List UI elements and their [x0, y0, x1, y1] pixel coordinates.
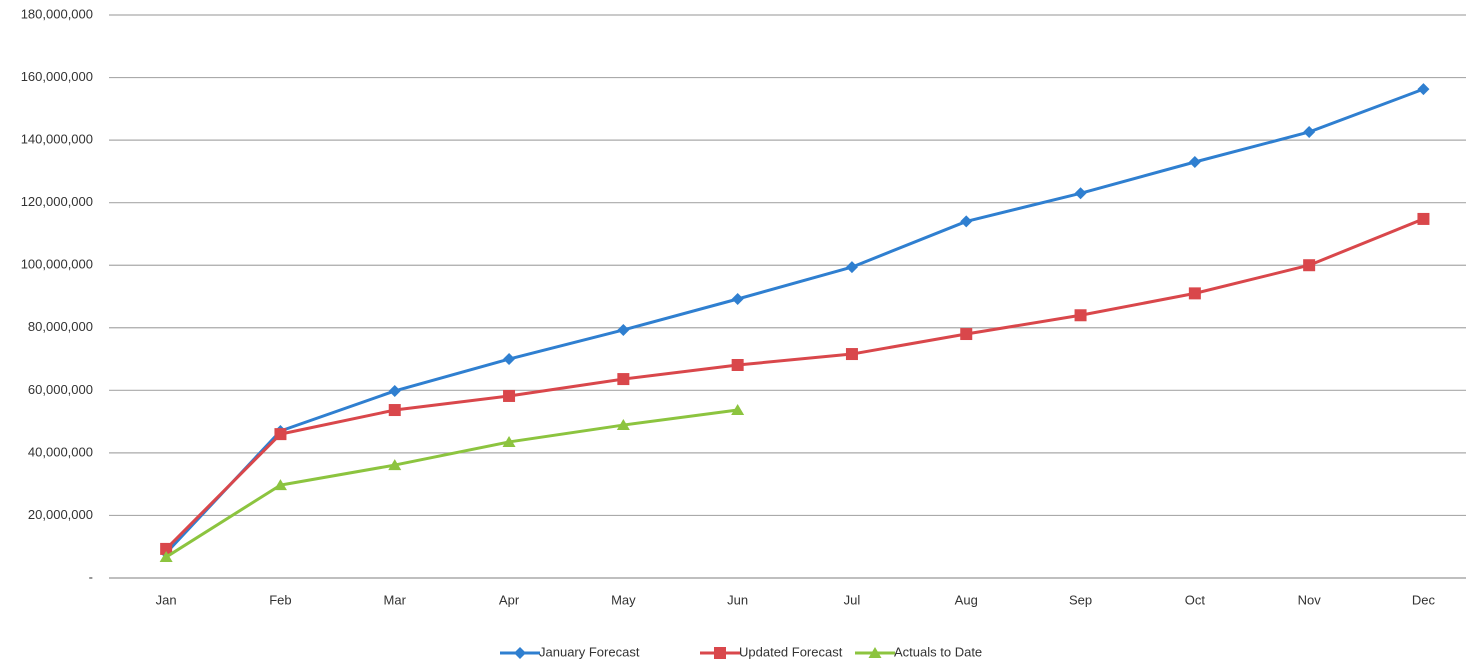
marker — [388, 459, 402, 471]
legend-label: Updated Forecast — [739, 644, 843, 659]
marker — [274, 428, 287, 441]
marker — [159, 551, 173, 563]
y-tick-label: 60,000,000 — [28, 382, 93, 397]
marker — [617, 323, 630, 336]
marker — [1417, 83, 1430, 96]
y-tick-label: 140,000,000 — [21, 132, 93, 147]
marker — [1188, 287, 1201, 300]
marker — [731, 293, 744, 306]
marker — [1417, 212, 1430, 225]
marker — [388, 384, 401, 397]
legend-marker — [714, 647, 726, 659]
series-line — [165, 87, 1424, 555]
legend-label: Actuals to Date — [894, 644, 982, 659]
marker — [731, 404, 745, 416]
legend-label: January Forecast — [539, 644, 640, 659]
x-tick-label: Apr — [499, 592, 520, 607]
x-tick-label: Jul — [844, 592, 861, 607]
marker — [388, 404, 401, 417]
x-tick-label: Mar — [384, 592, 407, 607]
marker — [731, 358, 744, 371]
marker — [1303, 125, 1316, 138]
x-tick-label: Dec — [1412, 592, 1436, 607]
marker — [1074, 309, 1087, 322]
x-tick-label: Jan — [156, 592, 177, 607]
legend-marker — [514, 647, 526, 659]
y-tick-label: 180,000,000 — [21, 6, 93, 21]
marker — [960, 215, 973, 228]
marker — [845, 348, 858, 361]
marker — [960, 328, 973, 341]
marker — [273, 479, 287, 491]
marker — [502, 435, 516, 447]
x-tick-label: Oct — [1185, 592, 1206, 607]
x-tick-label: Aug — [955, 592, 978, 607]
marker — [503, 353, 516, 366]
marker — [160, 542, 173, 555]
marker — [617, 373, 630, 386]
marker — [503, 389, 516, 402]
y-tick-label: - — [89, 569, 93, 584]
series-line — [165, 217, 1425, 550]
y-tick-label: 100,000,000 — [21, 257, 93, 272]
marker — [1074, 187, 1087, 200]
x-tick-label: Feb — [269, 592, 291, 607]
legend-marker — [868, 647, 882, 658]
x-tick-label: Sep — [1069, 592, 1092, 607]
x-tick-label: Nov — [1298, 592, 1322, 607]
y-tick-label: 160,000,000 — [21, 69, 93, 84]
x-tick-label: May — [611, 592, 636, 607]
marker — [1303, 259, 1316, 272]
series-line — [165, 408, 738, 559]
y-tick-label: 120,000,000 — [21, 194, 93, 209]
y-tick-label: 40,000,000 — [28, 444, 93, 459]
marker — [616, 419, 630, 431]
x-tick-label: Jun — [727, 592, 748, 607]
marker — [845, 261, 858, 274]
marker — [1188, 156, 1201, 169]
y-tick-label: 20,000,000 — [28, 507, 93, 522]
y-tick-label: 80,000,000 — [28, 319, 93, 334]
